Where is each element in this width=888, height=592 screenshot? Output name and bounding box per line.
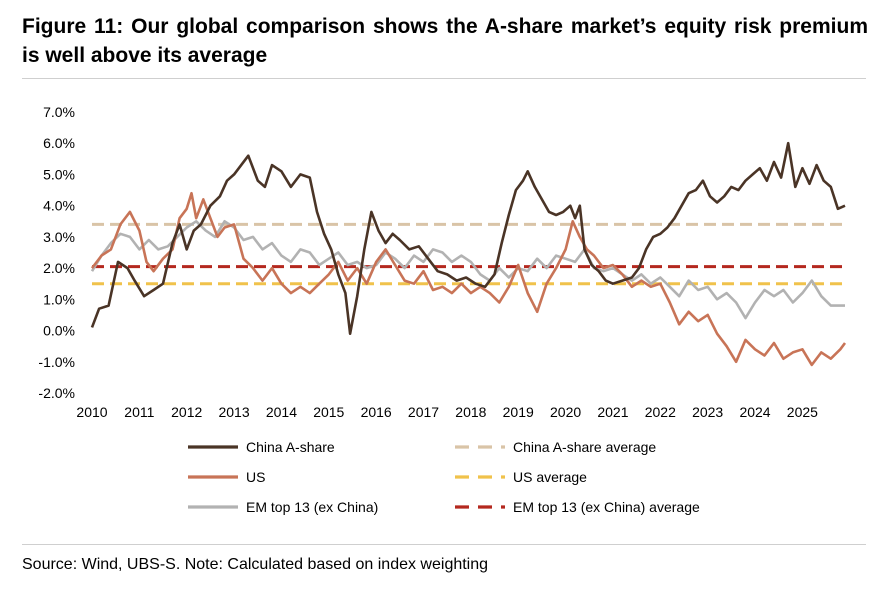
x-tick-label: 2015: [313, 404, 344, 420]
x-tick-label: 2018: [455, 404, 486, 420]
y-tick-label: 6.0%: [43, 135, 75, 151]
x-tick-label: 2024: [739, 404, 770, 420]
x-tick-label: 2014: [266, 404, 297, 420]
legend: China A-share China A-share average US US a…: [188, 439, 700, 515]
y-tick-label: 3.0%: [43, 229, 75, 245]
title-divider: [22, 78, 866, 79]
x-tick-label: 2020: [550, 404, 581, 420]
source-divider: [22, 544, 866, 545]
y-tick-label: 7.0%: [43, 104, 75, 120]
legend-label: EM top 13 (ex China): [246, 499, 378, 515]
x-tick-label: 2022: [645, 404, 676, 420]
y-tick-label: 1.0%: [43, 291, 75, 307]
y-tick-label: -2.0%: [38, 385, 75, 401]
x-tick-label: 2021: [597, 404, 628, 420]
series-line-us: [90, 191, 847, 367]
x-tick-label: 2013: [218, 404, 249, 420]
legend-label: China A-share average: [513, 439, 656, 455]
x-tick-label: 2017: [408, 404, 439, 420]
y-axis: 7.0% 6.0% 5.0% 4.0% 3.0% 2.0% 1.0% 0.0% -1.0% -2.…: [38, 104, 75, 401]
x-tick-label: 2016: [361, 404, 392, 420]
x-tick-label: 2010: [76, 404, 107, 420]
legend-label: EM top 13 (ex China) average: [513, 499, 700, 515]
y-tick-label: 4.0%: [43, 198, 75, 214]
x-tick-label: 2012: [171, 404, 202, 420]
x-axis: 2010 2011 2012 2013 2014 2015 2016 2017 2018 2019…: [76, 404, 818, 420]
x-tick-label: 2019: [503, 404, 534, 420]
x-tick-label: 2025: [787, 404, 818, 420]
x-tick-label: 2011: [124, 404, 154, 420]
y-tick-label: 5.0%: [43, 166, 75, 182]
y-tick-label: 0.0%: [43, 323, 75, 339]
figure-title: Figure 11: Our global comparison shows t…: [22, 15, 868, 67]
series-line-em-top-13-ex-china: [90, 220, 845, 320]
plot-area: [90, 141, 847, 367]
y-tick-label: -1.0%: [38, 354, 75, 370]
legend-label: US: [246, 469, 265, 485]
y-tick-label: 2.0%: [43, 260, 75, 276]
series-line-china-a-share: [90, 141, 846, 336]
source-note: Source: Wind, UBS-S. Note: Calculated ba…: [22, 556, 489, 573]
x-tick-label: 2023: [692, 404, 723, 420]
legend-label: China A-share: [246, 439, 335, 455]
legend-label: US average: [513, 469, 587, 485]
